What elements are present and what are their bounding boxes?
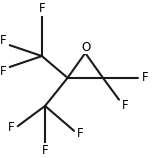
Text: F: F [122, 99, 129, 112]
Text: F: F [8, 121, 15, 134]
Text: F: F [77, 128, 84, 140]
Text: F: F [0, 34, 7, 47]
Text: F: F [42, 144, 48, 157]
Text: F: F [0, 65, 7, 78]
Text: F: F [142, 71, 149, 84]
Text: O: O [81, 41, 91, 54]
Text: F: F [39, 2, 45, 15]
